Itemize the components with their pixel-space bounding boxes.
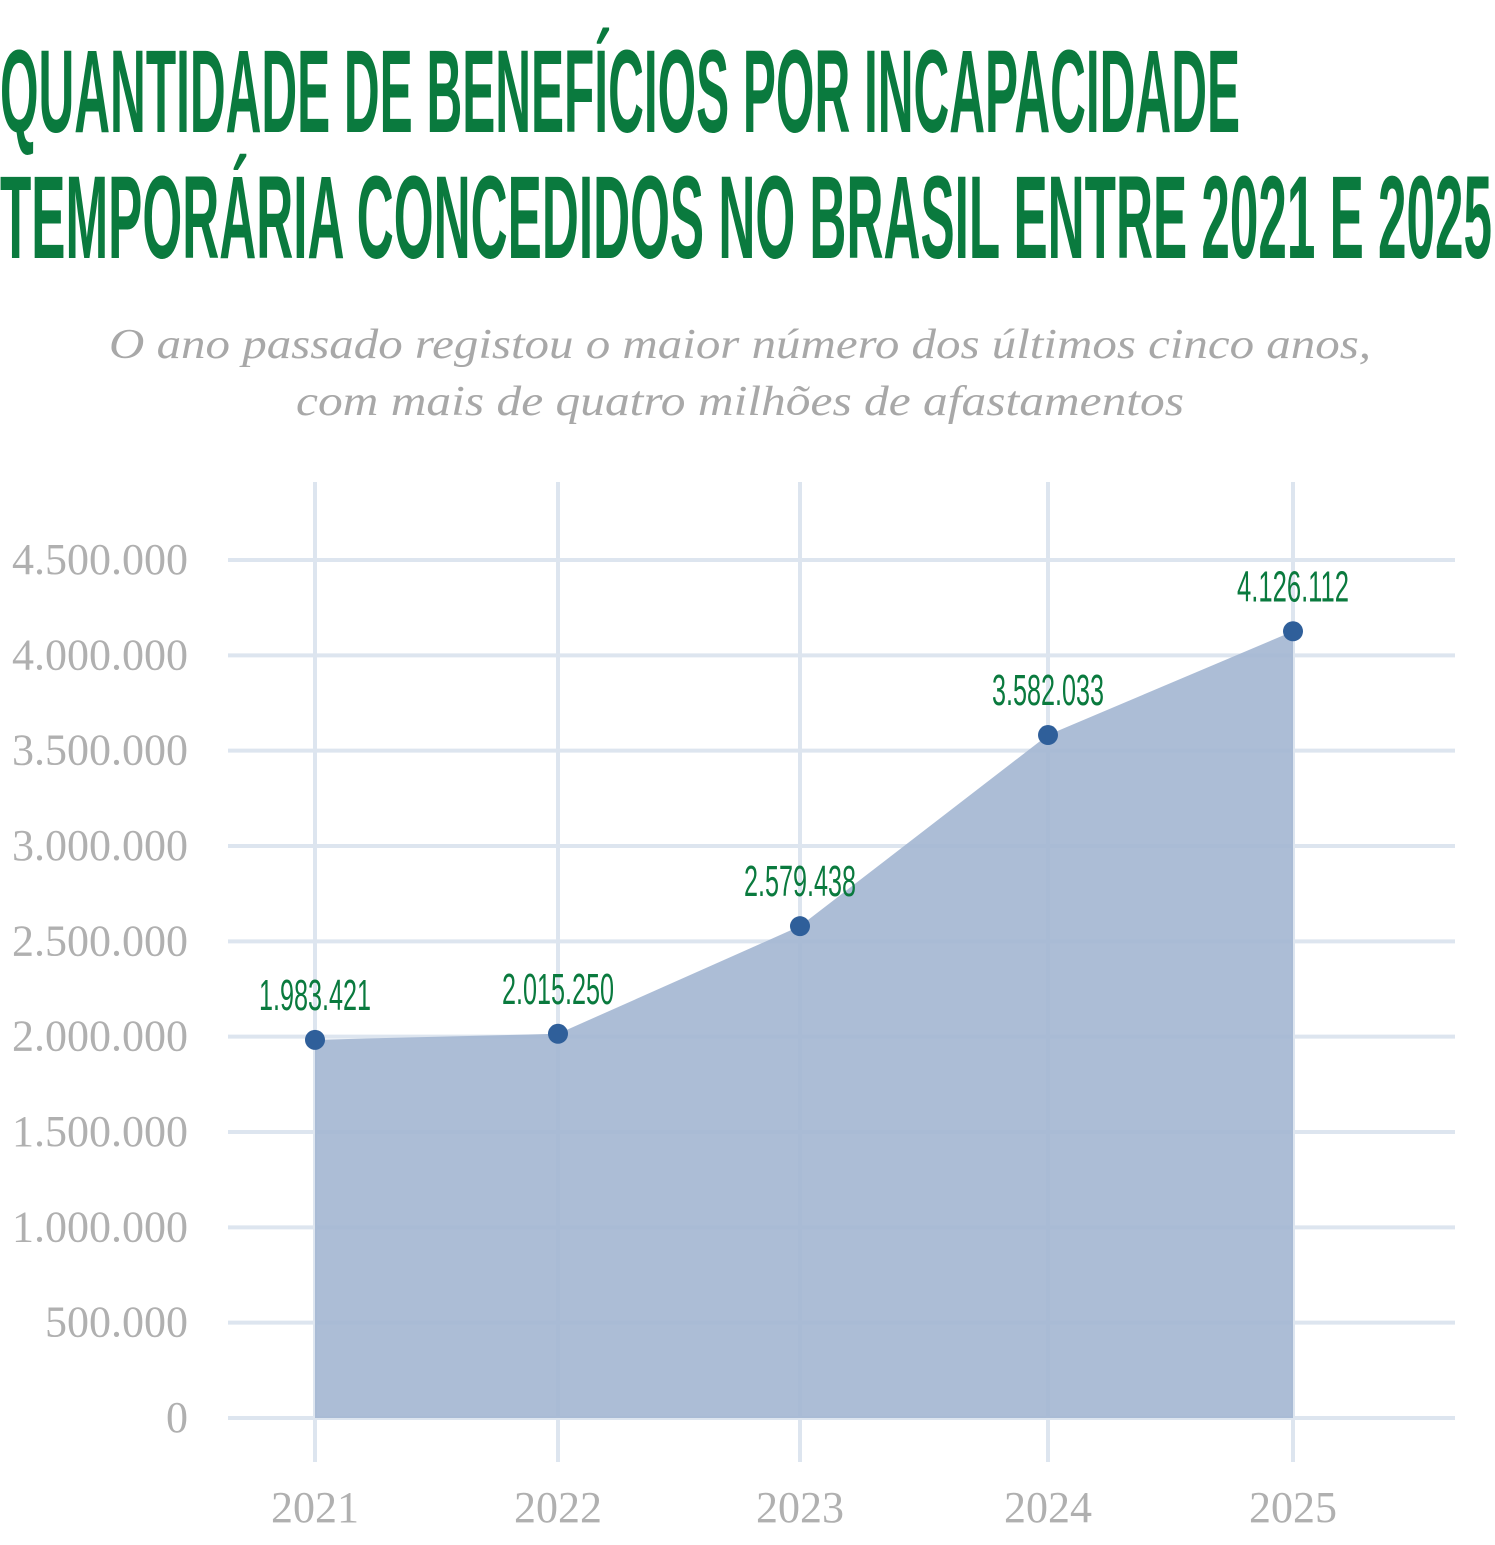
x-tick-label: 2021 (271, 1483, 359, 1532)
y-tick-label: 0 (166, 1393, 188, 1442)
data-point (790, 916, 810, 937)
y-tick-label: 2.500.000 (12, 916, 188, 965)
chart-title-line-2: TEMPORÁRIA CONCEDIDOS NO BRASIL ENTRE 20… (0, 152, 1492, 284)
y-tick-label: 4.000.000 (12, 630, 188, 679)
x-tick-label: 2023 (756, 1483, 844, 1532)
x-tick-label: 2024 (1004, 1483, 1092, 1532)
chart-title-line-1: QUANTIDADE DE BENEFÍCIOS POR INCAPACIDAD… (0, 26, 1240, 158)
data-point (1283, 621, 1303, 642)
data-label: 1.983.421 (259, 971, 371, 1020)
x-tick-label: 2025 (1249, 1483, 1337, 1532)
y-tick-label: 500.000 (45, 1298, 188, 1347)
y-tick-label: 2.000.000 (12, 1012, 188, 1061)
data-label: 2.015.250 (502, 965, 614, 1014)
y-tick-label: 1.500.000 (12, 1107, 188, 1156)
data-label: 4.126.112 (1237, 562, 1349, 611)
data-point (305, 1029, 325, 1050)
data-point (548, 1023, 568, 1044)
y-tick-label: 3.000.000 (12, 821, 188, 870)
y-tick-label: 4.500.000 (12, 535, 188, 584)
data-label: 2.579.438 (744, 857, 856, 906)
chart-subtitle-line-1: O ano passado registou o maior número do… (109, 322, 1371, 368)
data-label: 3.582.033 (992, 666, 1104, 715)
y-tick-label: 1.000.000 (12, 1202, 188, 1251)
area-series (315, 631, 1293, 1418)
data-point (1038, 725, 1058, 746)
chart-subtitle-line-2: com mais de quatro milhões de afastament… (296, 379, 1184, 425)
x-tick-label: 2022 (514, 1483, 602, 1532)
y-tick-label: 3.500.000 (12, 726, 188, 775)
